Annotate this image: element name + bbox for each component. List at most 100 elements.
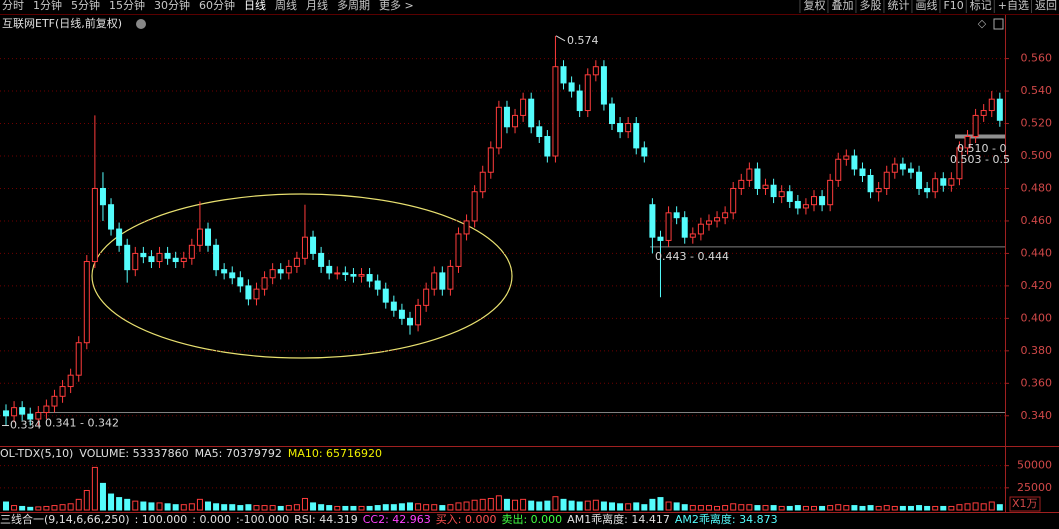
y-tick-label: 50000 <box>1017 459 1052 472</box>
volume-bar <box>875 505 882 511</box>
candle-body <box>980 110 987 116</box>
volume-bar <box>940 505 947 511</box>
toolbar-button[interactable]: 统计 <box>887 0 909 12</box>
toolbar-tab[interactable]: 多周期 <box>337 0 370 12</box>
toolbar-tab[interactable]: 60分钟 <box>199 0 235 12</box>
volume-bar <box>67 503 74 511</box>
candle-body <box>689 233 696 238</box>
candle-body <box>609 103 615 125</box>
toolbar-button[interactable]: 标记 <box>970 0 992 12</box>
volume-bar <box>600 501 607 511</box>
candle-body <box>350 274 357 277</box>
candle-body <box>503 106 510 128</box>
chart-title: 互联网ETF(日线,前复权) <box>2 16 122 30</box>
volume-bar <box>859 505 866 511</box>
volume-bar <box>229 504 236 511</box>
toolbar-button[interactable]: 返回 <box>1035 0 1057 12</box>
candle-body <box>851 155 858 170</box>
candle-body <box>342 272 349 276</box>
volume-bar <box>738 504 745 511</box>
volume-bar <box>851 505 858 511</box>
volume-bar <box>318 504 325 511</box>
candle-body <box>67 374 74 388</box>
volume-bar <box>237 505 244 511</box>
candle-body <box>229 272 236 279</box>
candle-body <box>641 147 648 157</box>
candle-body <box>487 147 494 173</box>
volume-bar <box>382 504 389 511</box>
volume-bar <box>334 505 341 511</box>
volume-bar <box>649 498 656 511</box>
diamond-icon[interactable]: ◇ <box>978 17 987 30</box>
volume-bar <box>811 505 817 511</box>
candle-body <box>536 126 543 138</box>
toolbar-button[interactable]: +自选 <box>998 0 1029 12</box>
candle-body <box>398 309 405 319</box>
candle-body <box>714 217 721 222</box>
candle-body <box>705 220 712 225</box>
volume-bar <box>827 505 834 511</box>
volume-header: OL-TDX(5,10) <box>0 447 73 460</box>
candle-body <box>576 90 583 112</box>
volume-bar <box>124 498 131 511</box>
candle-body <box>819 196 826 206</box>
volume-bar <box>625 503 632 511</box>
volume-bar <box>423 504 430 511</box>
candle-body <box>366 274 373 282</box>
volume-bar <box>471 499 478 511</box>
candle-body <box>617 123 624 133</box>
volume-bar <box>285 505 292 511</box>
candle-body <box>592 66 599 76</box>
candle-body <box>382 288 389 303</box>
price-annotation: 0.574 <box>567 34 599 47</box>
candle-body <box>778 191 785 198</box>
candle-body <box>285 265 292 274</box>
volume-bar <box>786 505 793 511</box>
volume-bar <box>689 505 696 511</box>
toolbar-button[interactable]: 多股 <box>859 0 881 12</box>
toolbar-tab[interactable]: 日线 <box>244 0 266 12</box>
toolbar-tab[interactable]: 1分钟 <box>33 0 62 12</box>
candle-body <box>124 244 131 271</box>
candle-body <box>407 317 413 326</box>
volume-bar <box>835 504 842 511</box>
toolbar-tab[interactable]: 分时 <box>2 0 24 12</box>
toolbar-tab[interactable]: 月线 <box>306 0 328 12</box>
candle-body <box>552 66 559 157</box>
indicator-value: : 100.000 <box>135 513 188 526</box>
volume-bar <box>366 505 373 511</box>
indicator-value: RSI: 44.319 <box>294 513 358 526</box>
volume-bar <box>996 504 1003 511</box>
toolbar-tab[interactable]: 5分钟 <box>71 0 100 12</box>
toolbar-button[interactable]: F10 <box>943 0 963 12</box>
volume-bar <box>132 500 139 511</box>
candle-body <box>172 257 179 263</box>
window-icon[interactable] <box>993 18 1004 30</box>
candle-body <box>964 136 971 149</box>
toolbar-button[interactable]: 画线 <box>915 0 937 12</box>
volume-bar <box>188 503 195 511</box>
volume-bar <box>907 505 914 511</box>
y-tick-label: 0.540 <box>1021 84 1053 97</box>
toolbar-tab[interactable]: 更多 > <box>379 0 414 12</box>
volume-bar <box>802 505 809 511</box>
toolbar-tab[interactable]: 15分钟 <box>109 0 145 12</box>
toolbar-tab[interactable]: 30分钟 <box>154 0 190 12</box>
candle-body <box>132 252 139 271</box>
volume-bar <box>148 502 155 511</box>
volume-bar <box>221 504 228 511</box>
volume-bar <box>980 503 987 511</box>
volume-bar <box>277 505 284 511</box>
indicator-value: :-100.000 <box>236 513 289 526</box>
toolbar-button[interactable]: 复权 <box>803 0 825 12</box>
volume-bar <box>609 502 615 511</box>
toolbar-tab[interactable]: 周线 <box>275 0 297 12</box>
title-dropdown[interactable] <box>136 19 146 29</box>
volume-bar <box>293 504 300 511</box>
toolbar-button[interactable]: 叠加 <box>831 0 853 12</box>
volume-bar <box>924 505 931 511</box>
candle-body <box>940 178 947 186</box>
volume-bar <box>164 503 171 511</box>
volume-bar <box>770 505 777 511</box>
candle-body <box>439 272 446 290</box>
